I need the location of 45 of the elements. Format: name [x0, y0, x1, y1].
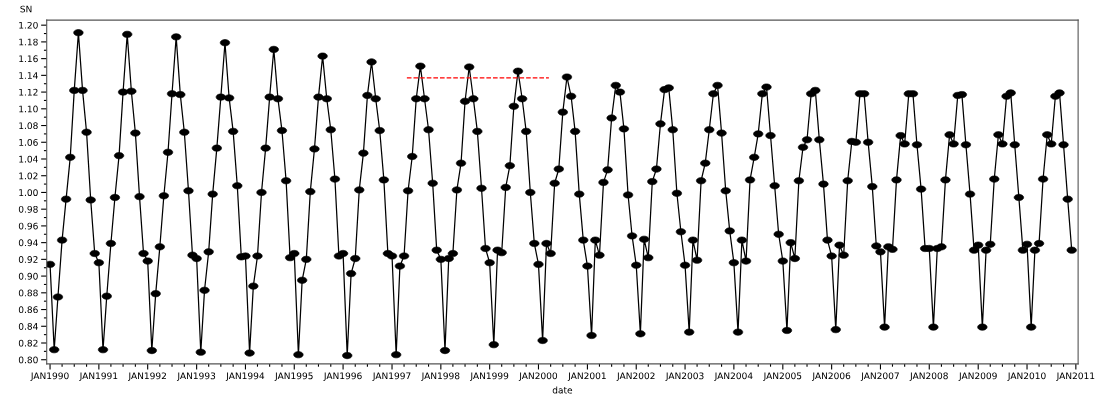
y-tick-label: 0.80 — [18, 356, 38, 364]
x-tick-label: JAN2000 — [518, 372, 558, 381]
y-tick-label: 1.02 — [19, 172, 38, 180]
y-tick-label: 0.92 — [18, 256, 38, 263]
x-tick-label: JAN1994 — [225, 372, 265, 381]
y-tick-label: 0.96 — [18, 222, 38, 230]
y-tick-label: 0.94 — [18, 239, 38, 247]
x-tick-label: JAN2011 — [1056, 372, 1095, 381]
x-tick-label: JAN1993 — [176, 372, 216, 381]
y-tick-label: 1.12 — [19, 88, 38, 96]
y-tick-label: 0.90 — [18, 272, 38, 280]
y-tick-label: 1.10 — [19, 105, 38, 113]
x-tick-label: JAN2005 — [763, 372, 802, 381]
x-tick-label: JAN2007 — [860, 372, 899, 381]
y-tick-label: 0.98 — [18, 205, 38, 213]
y-tick-label: 1.06 — [19, 138, 38, 146]
y-tick-label: 1.04 — [19, 155, 38, 163]
y-tick-label: 0.84 — [18, 323, 38, 330]
x-tick-label: JAN1998 — [421, 372, 460, 381]
x-tick-label: JAN2002 — [616, 372, 655, 381]
x-tick-label: JAN2004 — [714, 372, 753, 381]
y-tick-label: 1.14 — [19, 72, 38, 79]
y-tick-label: 0.82 — [18, 339, 38, 347]
x-tick-label: JAN1991 — [79, 372, 118, 381]
y-tick-label: 1.20 — [19, 21, 38, 29]
x-tick-label: JAN1997 — [372, 372, 411, 381]
x-tick-label: JAN2010 — [1007, 372, 1046, 381]
y-tick-label: 0.86 — [18, 306, 38, 314]
x-tick-label: JAN2001 — [567, 372, 606, 381]
x-tick-label: JAN2008 — [909, 372, 948, 381]
y-axis-title: SN — [20, 5, 32, 13]
x-tick-label: JAN1990 — [30, 372, 69, 381]
x-tick-label: JAN2009 — [958, 372, 997, 381]
x-tick-label: JAN1992 — [128, 372, 166, 381]
x-tick-label: JAN2006 — [811, 372, 851, 381]
y-tick-label: 1.18 — [19, 38, 38, 46]
x-axis-title: date — [552, 386, 573, 394]
y-tick-label: 1.16 — [19, 55, 38, 63]
x-tick-label: JAN1995 — [274, 372, 313, 381]
x-tick-label: JAN2003 — [665, 372, 704, 381]
y-tick-label: 0.88 — [18, 289, 38, 297]
y-tick-label: 1.00 — [19, 189, 38, 197]
x-tick-label: JAN1999 — [469, 372, 509, 381]
y-tick-label: 1.08 — [19, 122, 38, 130]
x-tick-label: JAN1996 — [323, 372, 362, 381]
